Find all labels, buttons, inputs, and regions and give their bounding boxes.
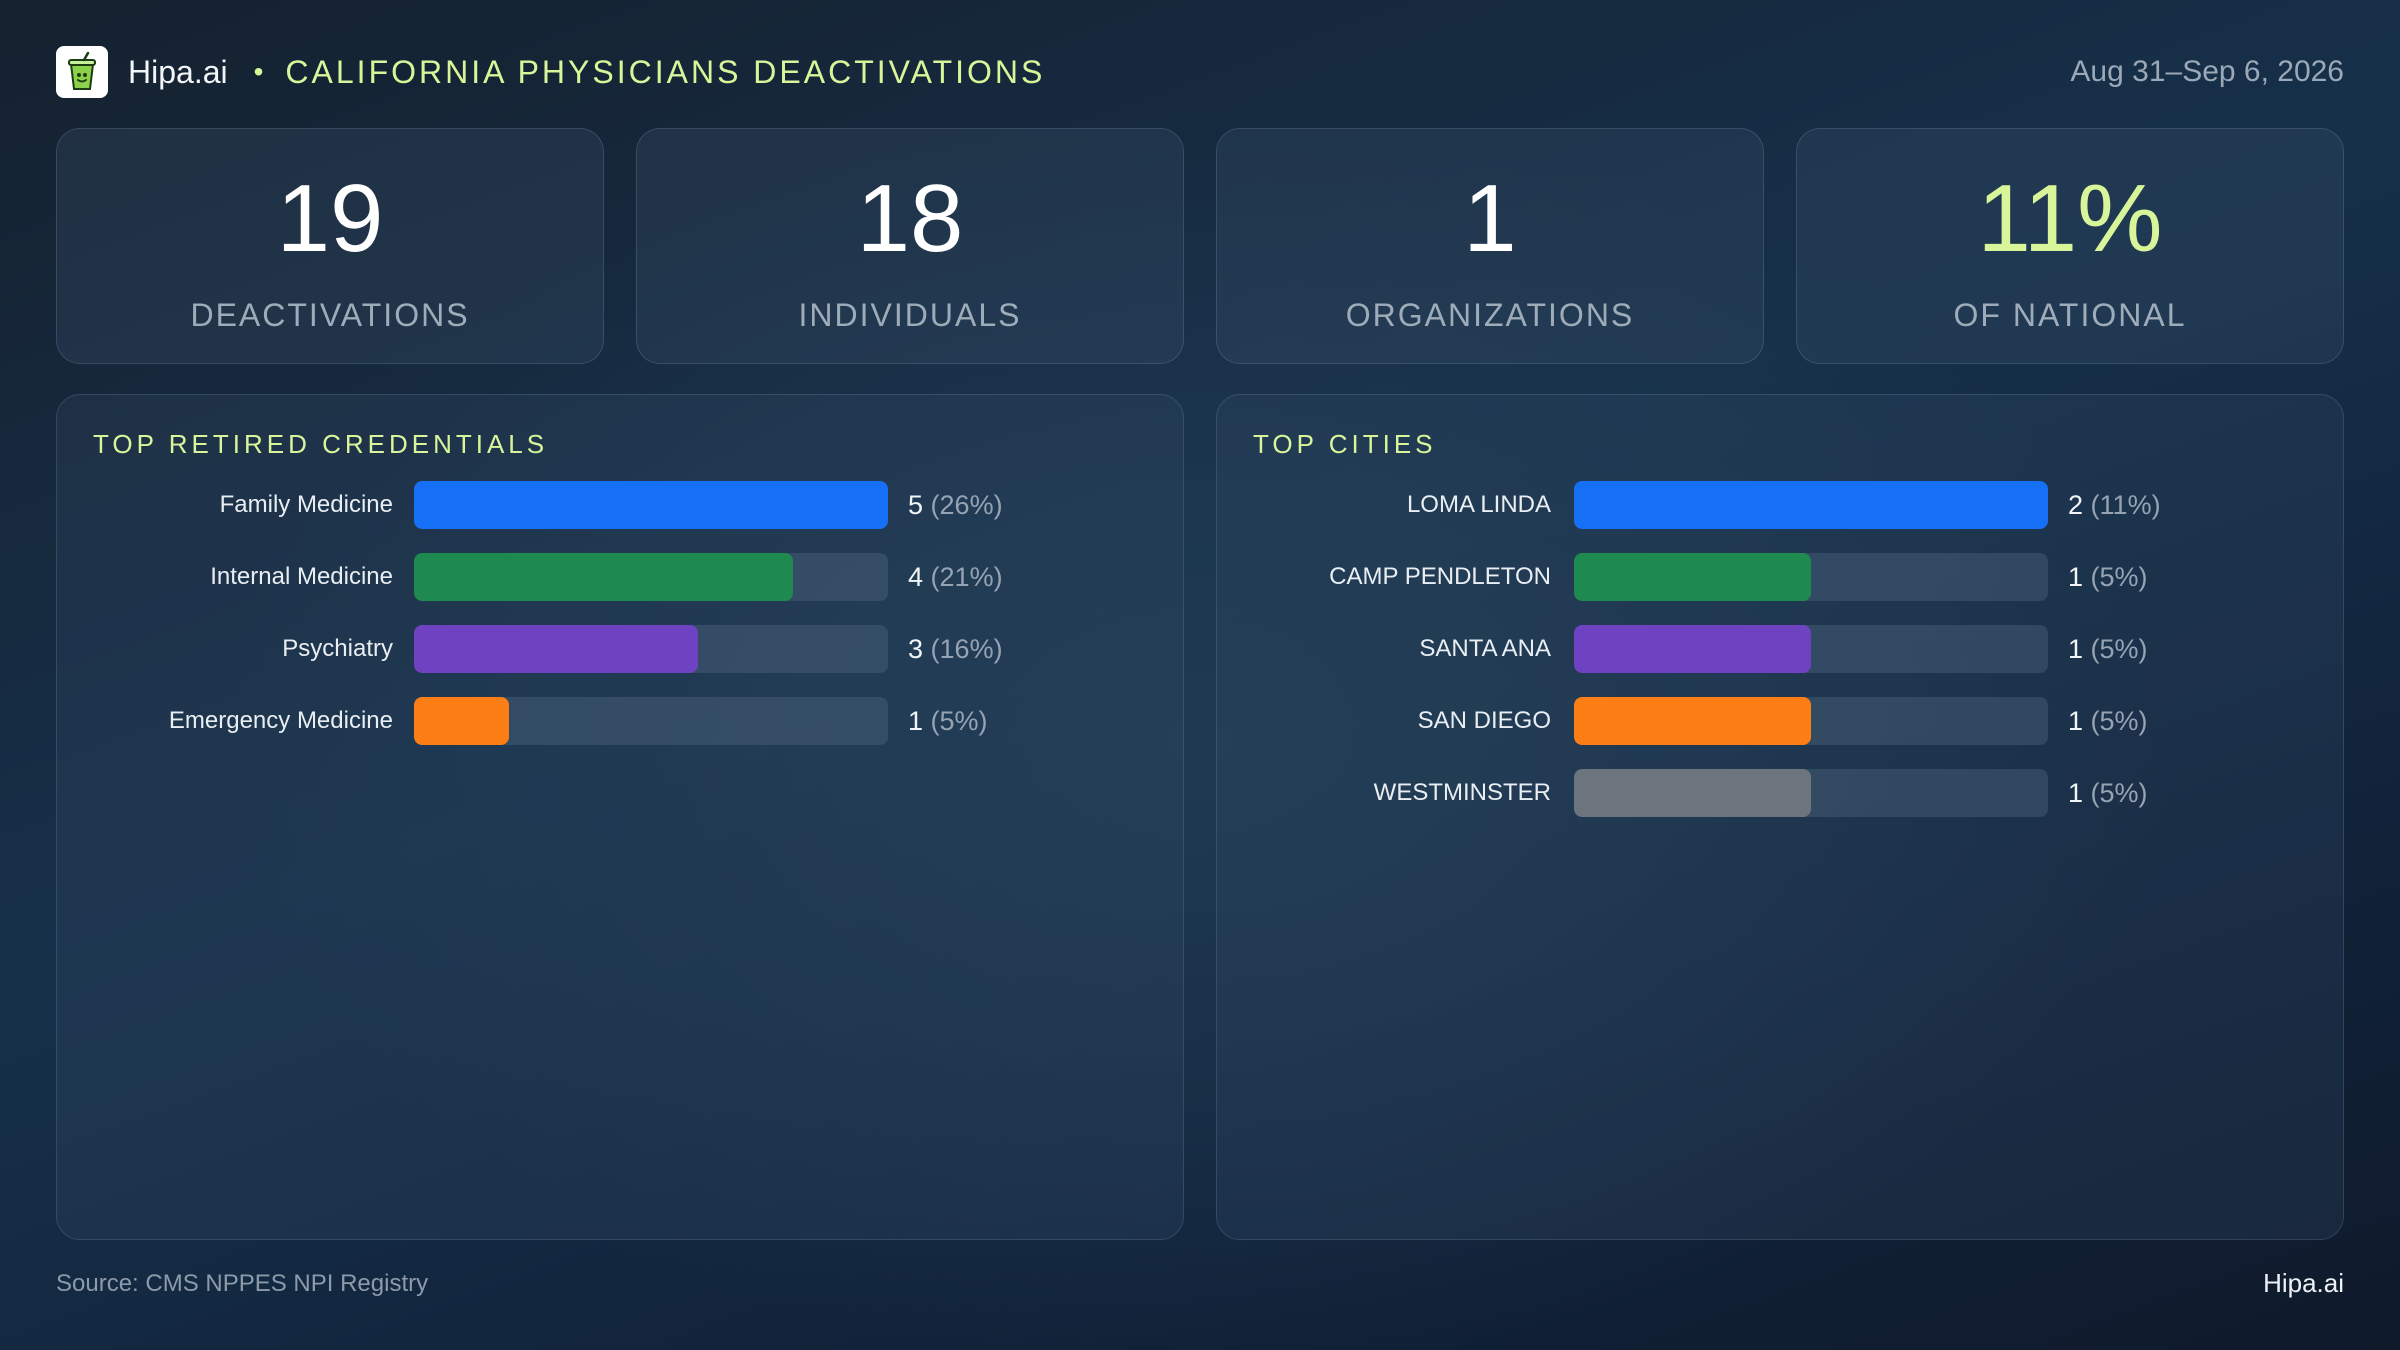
bar-value-label: 1 (5%): [908, 697, 988, 745]
brand-name: Hipa.ai: [128, 53, 228, 90]
bar-label: SANTA ANA: [1419, 635, 1551, 662]
bar-row: Psychiatry 3 (16%): [57, 625, 1183, 673]
bar: [1574, 481, 2048, 529]
credentials-panel: TOP RETIRED CREDENTIALS Family Medicine 5…: [56, 394, 1184, 1240]
bar-value-label: 4 (21%): [908, 553, 1003, 601]
bar-row: LOMA LINDA 2 (11%): [1217, 481, 2343, 529]
bar-count: 1: [2068, 778, 2084, 808]
bar-label: SAN DIEGO: [1417, 707, 1551, 734]
date-range: Aug 31–Sep 6, 2026: [2070, 55, 2344, 88]
kpi-label: OF NATIONAL: [1953, 297, 2187, 333]
bar-track: [414, 481, 888, 529]
bar-track: [414, 697, 888, 745]
kpi-card-national-share: 11% OF NATIONAL: [1796, 128, 2344, 364]
bar-row: SANTA ANA 1 (5%): [1217, 625, 2343, 673]
bar-value-label: 1 (5%): [2068, 769, 2148, 817]
bar-value-label: 1 (5%): [2068, 553, 2148, 601]
bar: [1574, 769, 1811, 817]
kpi-label: DEACTIVATIONS: [190, 297, 470, 333]
bar-value-label: 5 (26%): [908, 481, 1003, 529]
bar-percent: (5%): [2090, 634, 2148, 664]
bar-track: [1574, 553, 2048, 601]
bar: [1574, 625, 1811, 673]
panel-title: TOP RETIRED CREDENTIALS: [93, 429, 549, 459]
bar-count: 1: [2068, 562, 2084, 592]
bar: [414, 481, 888, 529]
drink-cup-icon: [56, 46, 108, 98]
header: Hipa.ai • CALIFORNIA PHYSICIANS DEACTIVA…: [56, 46, 2344, 98]
bar-label: Internal Medicine: [210, 563, 393, 590]
brand-group: Hipa.ai • CALIFORNIA PHYSICIANS DEACTIVA…: [56, 46, 1045, 98]
bar-count: 3: [908, 634, 924, 664]
bar-track: [1574, 769, 2048, 817]
kpi-row: 19 DEACTIVATIONS 18 INDIVIDUALS 1 ORGANI…: [56, 128, 2344, 366]
bar: [1574, 553, 1811, 601]
cities-panel: TOP CITIES LOMA LINDA 2 (11%) CAMP PENDLET…: [1216, 394, 2344, 1240]
bar: [414, 697, 509, 745]
bar-label: WESTMINSTER: [1373, 779, 1551, 806]
kpi-card-deactivations: 19 DEACTIVATIONS: [56, 128, 604, 364]
bar: [414, 553, 794, 601]
bar-row: Family Medicine 5 (26%): [57, 481, 1183, 529]
page-title: CALIFORNIA PHYSICIANS DEACTIVATIONS: [285, 53, 1046, 90]
bar: [414, 625, 699, 673]
bar-percent: (11%): [2090, 490, 2161, 520]
kpi-value: 11%: [1977, 165, 2163, 272]
bar-row: CAMP PENDLETON 1 (5%): [1217, 553, 2343, 601]
footer-brand: Hipa.ai: [2263, 1268, 2344, 1298]
bar-row: WESTMINSTER 1 (5%): [1217, 769, 2343, 817]
bar-count: 2: [2068, 490, 2084, 520]
kpi-value: 18: [856, 165, 964, 272]
bar-count: 4: [908, 562, 924, 592]
bar-track: [1574, 481, 2048, 529]
bar-percent: (5%): [930, 706, 988, 736]
bar-percent: (26%): [930, 490, 1003, 520]
bar-track: [414, 553, 888, 601]
kpi-value: 1: [1463, 165, 1517, 272]
kpi-card-individuals: 18 INDIVIDUALS: [636, 128, 1184, 364]
bar-label: Emergency Medicine: [168, 707, 393, 734]
bar-count: 5: [908, 490, 924, 520]
bar-label: CAMP PENDLETON: [1329, 563, 1551, 590]
bar-row: Emergency Medicine 1 (5%): [57, 697, 1183, 745]
title-separator: •: [253, 56, 264, 87]
bar-count: 1: [908, 706, 924, 736]
bar-percent: (5%): [2090, 778, 2148, 808]
bar-track: [1574, 625, 2048, 673]
bar-track: [414, 625, 888, 673]
kpi-card-organizations: 1 ORGANIZATIONS: [1216, 128, 1764, 364]
bar-track: [1574, 697, 2048, 745]
panel-title: TOP CITIES: [1253, 429, 1437, 459]
bar-row: SAN DIEGO 1 (5%): [1217, 697, 2343, 745]
bar-label: LOMA LINDA: [1406, 491, 1551, 518]
bar-label: Psychiatry: [282, 635, 393, 662]
bar-count: 1: [2068, 634, 2084, 664]
bar-percent: (5%): [2090, 706, 2148, 736]
bar-percent: (21%): [930, 562, 1003, 592]
bar-percent: (16%): [930, 634, 1003, 664]
bar-value-label: 1 (5%): [2068, 625, 2148, 673]
kpi-label: ORGANIZATIONS: [1345, 297, 1635, 333]
kpi-value: 19: [276, 165, 384, 272]
bar-label: Family Medicine: [219, 491, 393, 518]
bar-percent: (5%): [2090, 562, 2148, 592]
bar-value-label: 3 (16%): [908, 625, 1003, 673]
bar-value-label: 2 (11%): [2068, 481, 2161, 529]
bar-value-label: 1 (5%): [2068, 697, 2148, 745]
kpi-label: INDIVIDUALS: [798, 297, 1022, 333]
bar-count: 1: [2068, 706, 2084, 736]
bar: [1574, 697, 1811, 745]
source-note: Source: CMS NPPES NPI Registry: [56, 1270, 429, 1297]
bar-row: Internal Medicine 4 (21%): [57, 553, 1183, 601]
